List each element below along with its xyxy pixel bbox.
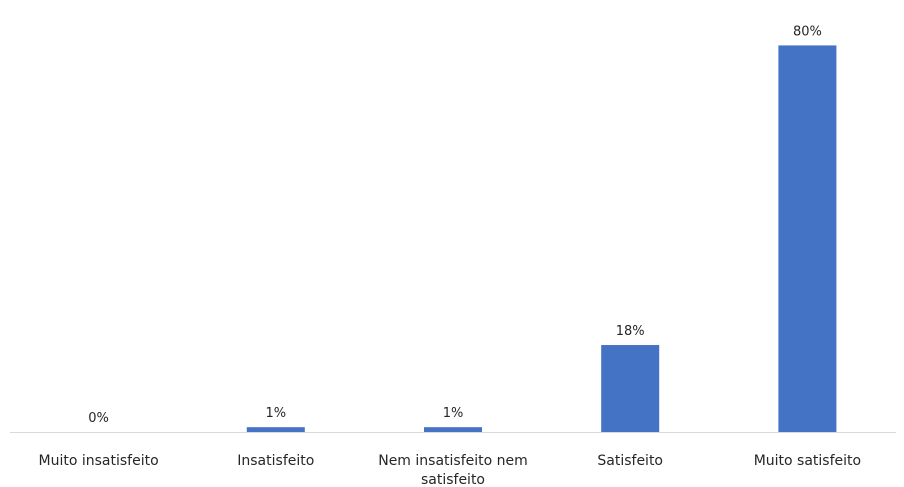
data-label-2: 1% [265, 406, 286, 421]
data-label-1: 0% [88, 411, 109, 426]
data-labels-group: 0% 1% 1% 18% 80% [88, 24, 822, 426]
category-label-line: Muito insatisfeito [39, 453, 159, 469]
data-label-4: 18% [616, 324, 645, 339]
bar-4 [601, 345, 660, 432]
category-label-line: Satisfeito [597, 453, 663, 469]
bar-5 [778, 45, 837, 433]
category-label-4: Satisfeito [597, 453, 663, 469]
category-label-5: Muito satisfeito [754, 453, 861, 469]
bar-2 [246, 427, 305, 432]
data-label-5: 80% [793, 24, 822, 39]
category-label-line: Nem insatisfeito nem [378, 453, 528, 469]
category-label-line: Insatisfeito [237, 453, 314, 469]
category-labels-group: Muito insatisfeito Insatisfeito Nem insati… [39, 453, 862, 487]
bar-3 [424, 427, 482, 432]
data-label-3: 1% [443, 406, 464, 421]
category-label-3: Nem insatisfeito nem satisfeito [378, 453, 528, 487]
bars-group [246, 45, 837, 433]
category-label-2: Insatisfeito [237, 453, 314, 469]
category-label-1: Muito insatisfeito [39, 453, 159, 469]
category-label-line: satisfeito [421, 472, 485, 487]
category-label-line: Muito satisfeito [754, 453, 861, 469]
